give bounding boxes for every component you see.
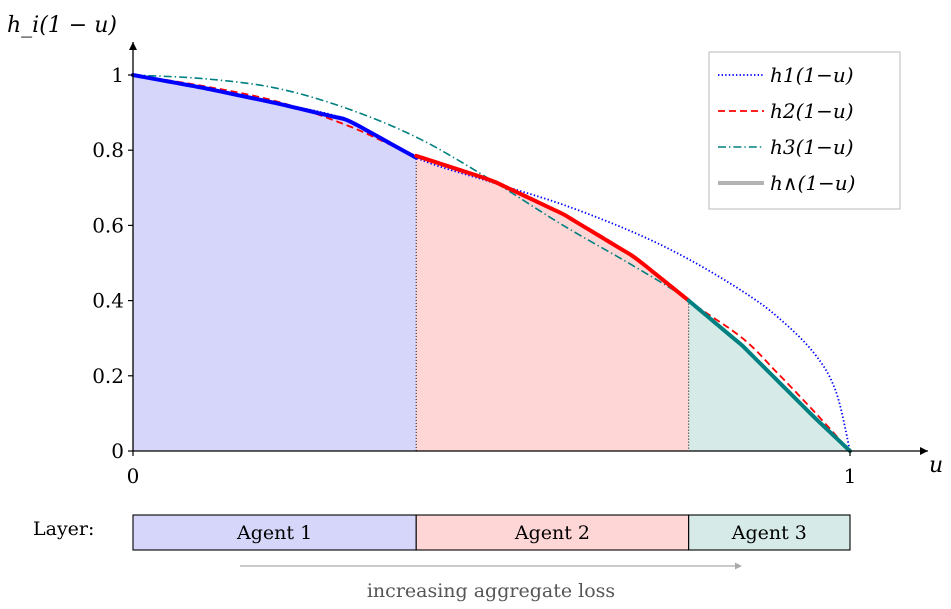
legend-label-3: h3(1−u) [770, 135, 854, 159]
envelope-segment-agent-1 [131, 73, 419, 160]
layer-bar: Layer: Agent 1 Agent 2 Agent 3 [33, 514, 851, 551]
series-line-h1 [132, 74, 851, 452]
layer-label: Layer: [33, 518, 94, 540]
envelope-segment-agent-3 [686, 298, 852, 453]
y-tick-label: 1 [111, 63, 124, 87]
x-axis-label: u [929, 453, 943, 478]
layer-agent-1-label: Agent 1 [236, 522, 312, 544]
x-tick-label: 0 [127, 464, 140, 488]
lower-envelope [131, 73, 852, 453]
layer-agent-3-label: Agent 3 [731, 522, 807, 544]
x-tick-label: 1 [844, 464, 857, 488]
layer-agent-1 [132, 514, 417, 551]
legend-label-2: h2(1−u) [770, 99, 854, 123]
layer-agent-3 [688, 514, 851, 551]
y-axis-label: h_i(1 − u) [7, 13, 117, 38]
region-fill-agent-1 [133, 75, 417, 451]
legend-label-4: h∧(1−u) [770, 171, 856, 195]
ticks: 0 0.2 0.4 0.6 0.8 1 0 1 [92, 63, 856, 488]
region-fill-agent-2 [416, 155, 689, 451]
y-tick-label: 0.2 [92, 364, 124, 388]
legend: h1(1−u) h2(1−u) h3(1−u) h∧(1−u) [708, 51, 901, 210]
y-tick-label: 0 [111, 439, 124, 463]
y-axis-arrow [129, 42, 137, 50]
loss-arrow-head [735, 562, 742, 570]
y-tick-label: 0.6 [92, 213, 124, 237]
legend-label-1: h1(1−u) [770, 63, 854, 87]
loss-annotation-text: increasing aggregate loss [367, 580, 615, 602]
layer-agent-2 [415, 514, 690, 551]
envelope-segment-agent-2 [414, 153, 691, 303]
x-axis-arrow [920, 447, 928, 455]
y-tick-label: 0.4 [92, 289, 124, 313]
axes [129, 42, 928, 455]
y-tick-label: 0.8 [92, 138, 124, 162]
loss-annotation: increasing aggregate loss [240, 562, 742, 602]
layer-agent-2-label: Agent 2 [514, 522, 590, 544]
